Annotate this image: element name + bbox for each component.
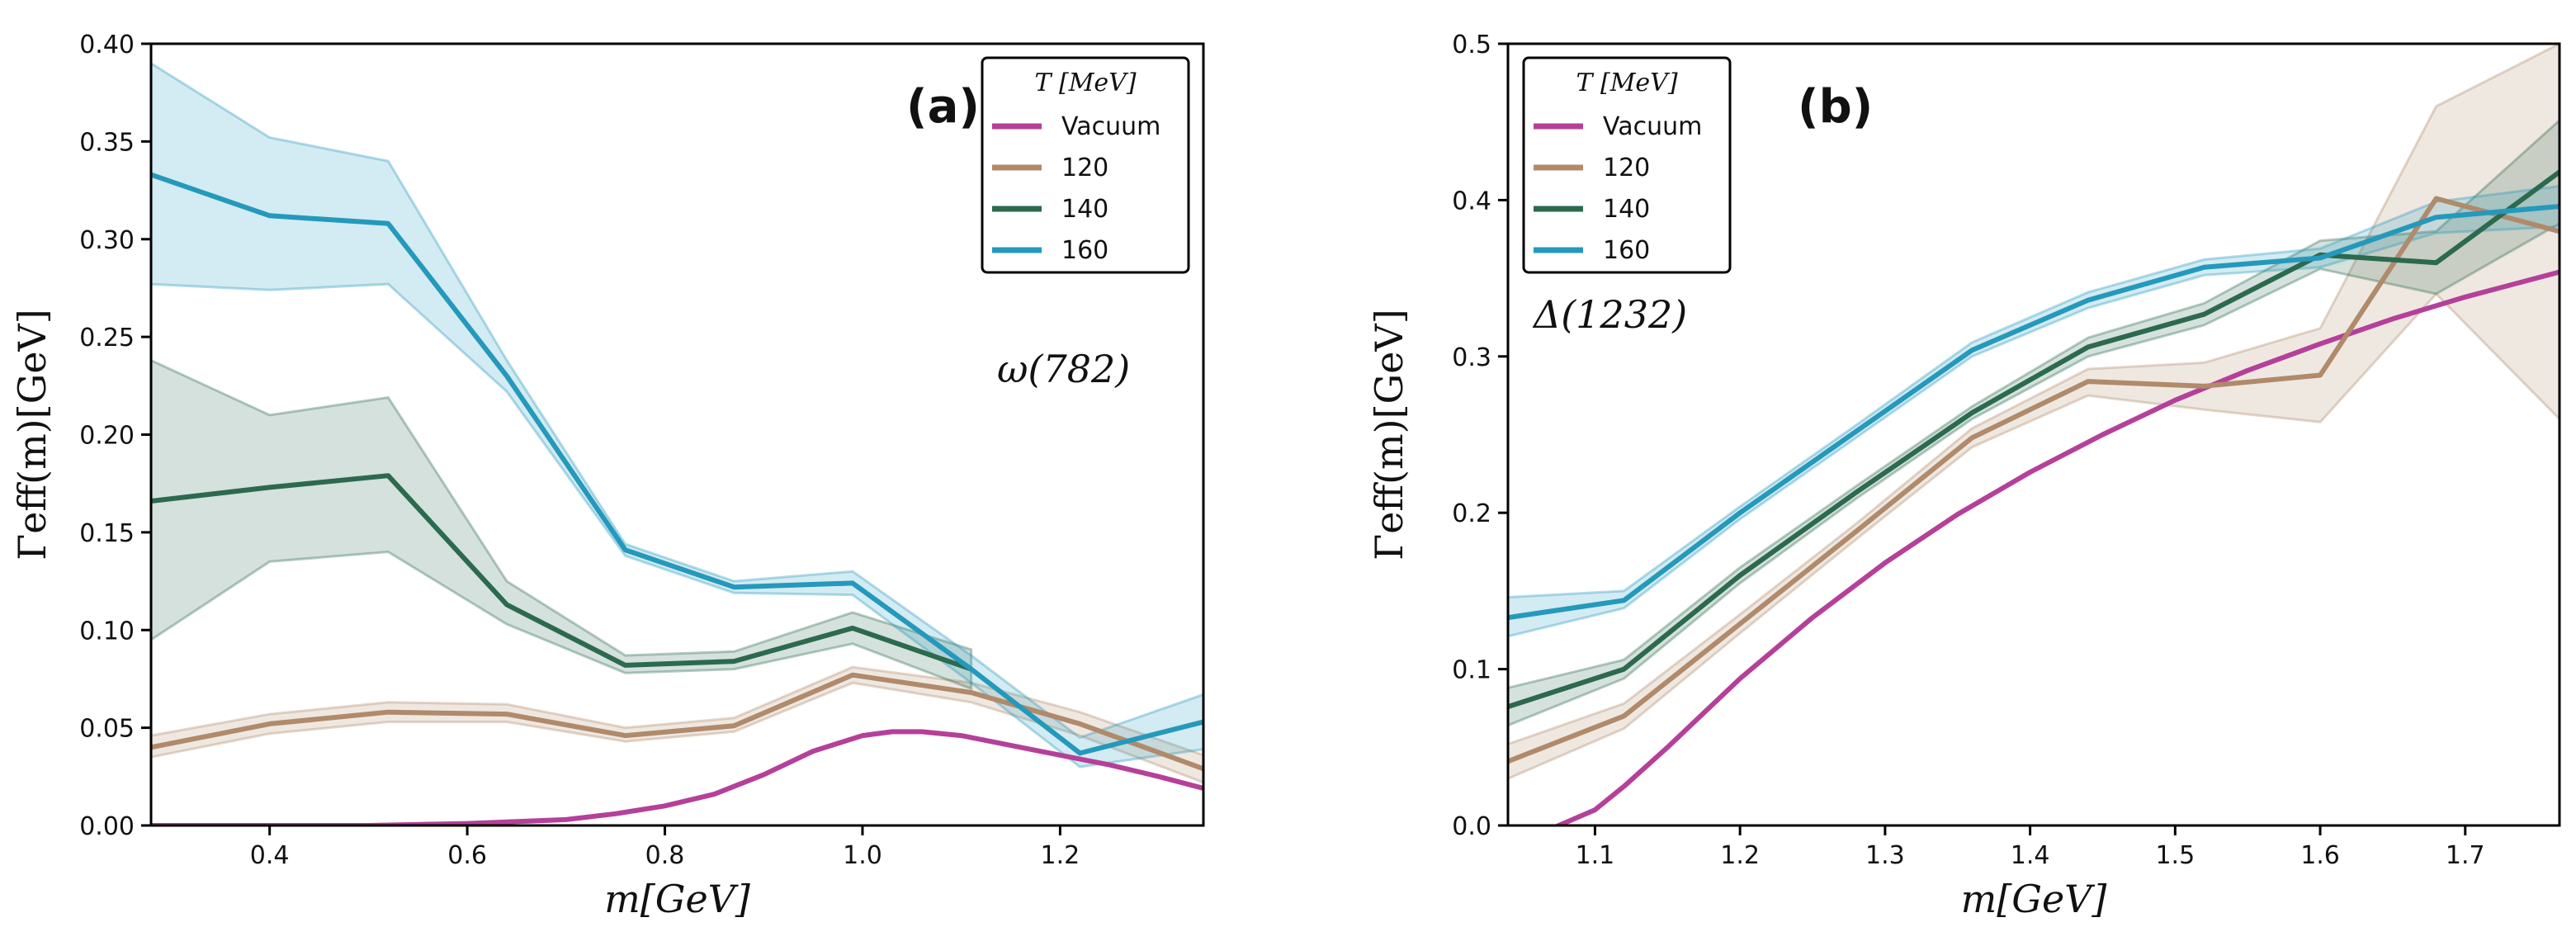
legend-label-120: 120: [1603, 154, 1650, 182]
series-line-160: [151, 172, 1203, 756]
x-tick-label: 1.0: [843, 841, 882, 870]
x-tick-label: 1.1: [1576, 841, 1615, 870]
band-140: [1508, 118, 2559, 727]
x-tick-label: 1.5: [2155, 841, 2195, 870]
legend-title: T [MeV]: [1576, 69, 1677, 97]
y-tick-label: 0.5: [1452, 31, 1491, 59]
x-axis-title: m[GeV]: [604, 877, 750, 921]
x-tick-label: 1.7: [2446, 841, 2485, 870]
plot-area: [151, 61, 1203, 825]
y-axis-title: Γeff(m)[GeV]: [10, 309, 54, 560]
y-tick-label: 0.20: [79, 422, 135, 451]
band-120: [1508, 44, 2559, 780]
y-tick-label: 0.2: [1452, 499, 1491, 528]
legend-label-140: 140: [1603, 195, 1650, 224]
x-tick-label: 0.8: [645, 841, 685, 870]
y-tick-label: 0.40: [79, 31, 135, 59]
x-tick-label: 1.6: [2300, 841, 2340, 870]
x-axis-title: m[GeV]: [1961, 877, 2107, 921]
series-line-120: [1508, 196, 2559, 764]
band-120: [151, 665, 1203, 784]
panel-b: 1.1 1.2 1.3 1.4 1.5 1.6 1.7 0.0 0.1 0.2 0.3 0.4 0.5 m…: [1367, 31, 2561, 921]
band-160: [151, 61, 1203, 769]
legend-label-vacuum: Vacuum: [1061, 112, 1160, 141]
legend: T [MeV] Vacuum 120 140 160: [1522, 56, 1732, 274]
band-160: [1508, 184, 2559, 638]
legend-label-120: 120: [1061, 154, 1108, 182]
panel-a: 0.4 0.6 0.8 1.0 1.2 0.00 0.05 0.10 0.15 0.20 0.25 0…: [10, 31, 1205, 921]
particle-annotation: ω(782): [997, 347, 1130, 391]
panel-label: (a): [906, 80, 980, 134]
series-line-vacuum: [1552, 269, 2559, 825]
particle-annotation: Δ(1232): [1532, 292, 1687, 337]
legend-label-140: 140: [1061, 195, 1108, 224]
y-tick-label: 0.0: [1452, 812, 1491, 841]
y-tick-label: 0.1: [1452, 656, 1491, 685]
plot-area: [1508, 44, 2559, 825]
legend-box: [1522, 56, 1732, 274]
y-tick-label: 0.05: [79, 715, 135, 744]
x-tick-label: 1.2: [1041, 841, 1080, 870]
y-tick-label: 0.25: [79, 324, 135, 352]
series-line-140: [1508, 169, 2559, 709]
band-140: [151, 358, 973, 691]
axes-frame: [1506, 42, 2561, 827]
legend-title: T [MeV]: [1034, 69, 1136, 97]
y-axis-title: Γeff(m)[GeV]: [1367, 309, 1411, 560]
series-line-160: [1508, 204, 2559, 621]
legend-box: [981, 56, 1190, 274]
y-tick-label: 0.10: [79, 617, 135, 646]
legend-label-160: 160: [1603, 236, 1650, 265]
y-tick-label: 0.00: [79, 812, 135, 841]
x-tick-label: 0.6: [447, 841, 487, 870]
series-line-140: [151, 473, 972, 672]
y-tick-label: 0.3: [1452, 343, 1491, 372]
legend-label-160: 160: [1061, 236, 1108, 265]
legend: T [MeV] Vacuum 120 140 160: [981, 56, 1190, 274]
x-tick-label: 1.2: [1720, 841, 1760, 870]
x-tick-label: 1.3: [1865, 841, 1905, 870]
y-tick-label: 0.30: [79, 226, 135, 255]
series-line-vacuum: [151, 729, 1203, 825]
y-tick-label: 0.15: [79, 519, 135, 548]
y-tick-label: 0.35: [79, 128, 135, 157]
x-tick-label: 0.4: [250, 841, 290, 870]
legend-label-vacuum: Vacuum: [1603, 112, 1702, 141]
panel-label: (b): [1798, 80, 1873, 134]
y-tick-label: 0.4: [1452, 187, 1491, 215]
x-tick-label: 1.4: [2011, 841, 2050, 870]
